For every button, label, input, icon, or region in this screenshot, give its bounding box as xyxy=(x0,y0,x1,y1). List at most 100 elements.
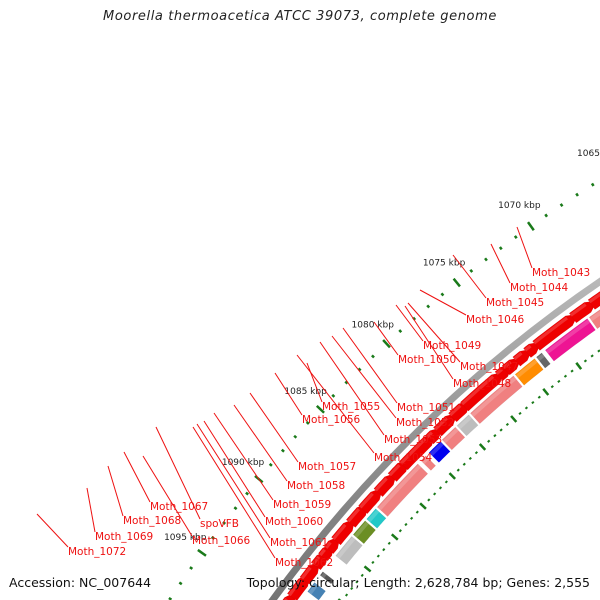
label-leader-line xyxy=(419,289,467,316)
inner-tick xyxy=(376,554,380,558)
reverse-gene[interactable] xyxy=(544,318,596,362)
scale-tick-label: 1075 kbp xyxy=(423,258,466,268)
gene-highlight xyxy=(421,456,430,465)
inner-tick xyxy=(398,529,402,533)
gene-label[interactable]: Moth_1049 xyxy=(423,340,481,352)
gene-label[interactable]: Moth_1056 xyxy=(302,414,361,426)
gene-label[interactable]: Moth_1051 xyxy=(397,402,455,414)
genome-backbone xyxy=(268,277,600,600)
reverse-gene[interactable] xyxy=(514,358,544,386)
gene-highlight xyxy=(545,319,591,354)
gene-highlight xyxy=(324,541,332,549)
gene-label[interactable]: Moth_1044 xyxy=(510,282,569,294)
gene-highlight xyxy=(471,376,517,417)
inner-tick xyxy=(444,480,448,484)
minor-tick xyxy=(233,506,238,511)
reverse-gene[interactable] xyxy=(588,302,600,330)
minor-tick xyxy=(426,304,431,309)
minor-tick xyxy=(293,434,298,439)
reverse-gene[interactable] xyxy=(470,375,523,425)
gene-label[interactable]: Moth_1043 xyxy=(532,267,590,279)
inner-tick xyxy=(563,374,568,378)
gene-label[interactable]: Moth_1052 xyxy=(396,417,454,429)
minor-tick xyxy=(398,329,403,334)
gene-highlight xyxy=(537,353,545,361)
gene-highlight xyxy=(374,477,388,492)
reverse-gene[interactable] xyxy=(307,582,326,600)
gene-label[interactable]: Moth_1068 xyxy=(123,515,181,527)
map-title: Moorella thermoacetica ATCC 39073, compl… xyxy=(103,9,497,24)
gene-label[interactable]: Moth_1050 xyxy=(398,354,456,366)
inner-tick xyxy=(433,492,437,496)
gene-label[interactable]: Moth_1060 xyxy=(265,516,323,528)
reverse-gene[interactable] xyxy=(352,520,376,545)
inner-tick xyxy=(478,443,487,451)
gene-highlight xyxy=(495,368,503,375)
gene-highlight xyxy=(457,415,472,430)
gene-label[interactable]: Moth_1062 xyxy=(275,557,333,569)
gene-label[interactable]: Moth_1055 xyxy=(322,401,380,413)
gene-highlight xyxy=(533,316,568,345)
major-tick xyxy=(452,277,461,288)
gene-highlight xyxy=(449,404,462,417)
gene-highlight xyxy=(588,292,600,304)
gene-label[interactable]: Moth_1066 xyxy=(192,535,251,547)
label-leader-line xyxy=(452,254,487,299)
gene-label[interactable]: Moth_1067 xyxy=(150,501,208,513)
reverse-gene[interactable] xyxy=(319,571,335,585)
gene-highlight xyxy=(513,351,523,361)
reverse-gene[interactable] xyxy=(335,536,363,565)
reverse-gene[interactable] xyxy=(428,441,451,463)
gene-label[interactable]: Moth_1072 xyxy=(68,546,126,558)
reverse-gene[interactable] xyxy=(420,455,437,471)
gene-highlight xyxy=(332,523,347,540)
inner-tick xyxy=(350,586,354,591)
inner-tick xyxy=(438,486,443,490)
forward-gene[interactable] xyxy=(587,289,600,310)
gene-label[interactable]: Moth_1058 xyxy=(287,480,345,492)
label-leader-line xyxy=(407,302,461,363)
gene-highlight xyxy=(515,359,538,379)
gene-highlight xyxy=(336,537,356,559)
gene-highlight xyxy=(589,310,600,322)
reverse-gene[interactable] xyxy=(366,508,387,529)
gene-label[interactable]: Moth_1048 xyxy=(453,378,511,390)
minor-tick xyxy=(331,393,336,398)
gene-label[interactable]: Moth_1061 xyxy=(270,537,328,549)
gene-highlight xyxy=(569,303,587,317)
label-leader-line xyxy=(142,455,193,537)
inner-tick xyxy=(448,472,457,480)
gene-highlight xyxy=(288,579,302,597)
major-tick xyxy=(526,221,535,231)
label-leader-line xyxy=(490,243,511,284)
inner-tick xyxy=(468,456,472,461)
inner-tick xyxy=(518,411,522,416)
inner-tick xyxy=(557,379,561,383)
gene-label[interactable]: Moth_1053 xyxy=(384,434,442,446)
reverse-gene[interactable] xyxy=(456,414,479,437)
label-leader-line xyxy=(274,372,303,416)
scale-tick-label: 1080 kbp xyxy=(352,321,395,331)
gene-highlight xyxy=(359,492,374,509)
inner-tick xyxy=(542,388,550,396)
inner-tick xyxy=(531,401,535,405)
gene-label[interactable]: Moth_1047 xyxy=(460,361,518,373)
inner-tick xyxy=(499,428,503,432)
gene-highlight xyxy=(367,509,380,523)
gene-label[interactable]: spoVFB xyxy=(200,518,239,530)
label-leader-line xyxy=(342,327,398,404)
gene-label[interactable]: Moth_1059 xyxy=(273,499,331,511)
minor-tick xyxy=(440,292,445,297)
gene-label[interactable]: Moth_1045 xyxy=(486,297,544,309)
inner-tick xyxy=(387,541,391,545)
gene-label[interactable]: Moth_1057 xyxy=(298,461,356,473)
gene-label[interactable]: Moth_1069 xyxy=(95,531,153,543)
gene-label[interactable]: Moth_1046 xyxy=(466,314,525,326)
gene-highlight xyxy=(320,572,327,579)
major-tick xyxy=(197,548,207,557)
gene-label[interactable]: Moth_1054 xyxy=(374,452,433,464)
reverse-gene[interactable] xyxy=(441,426,466,451)
reverse-gene[interactable] xyxy=(536,352,551,369)
reverse-gene[interactable] xyxy=(376,463,429,517)
label-leader-line xyxy=(155,426,201,520)
